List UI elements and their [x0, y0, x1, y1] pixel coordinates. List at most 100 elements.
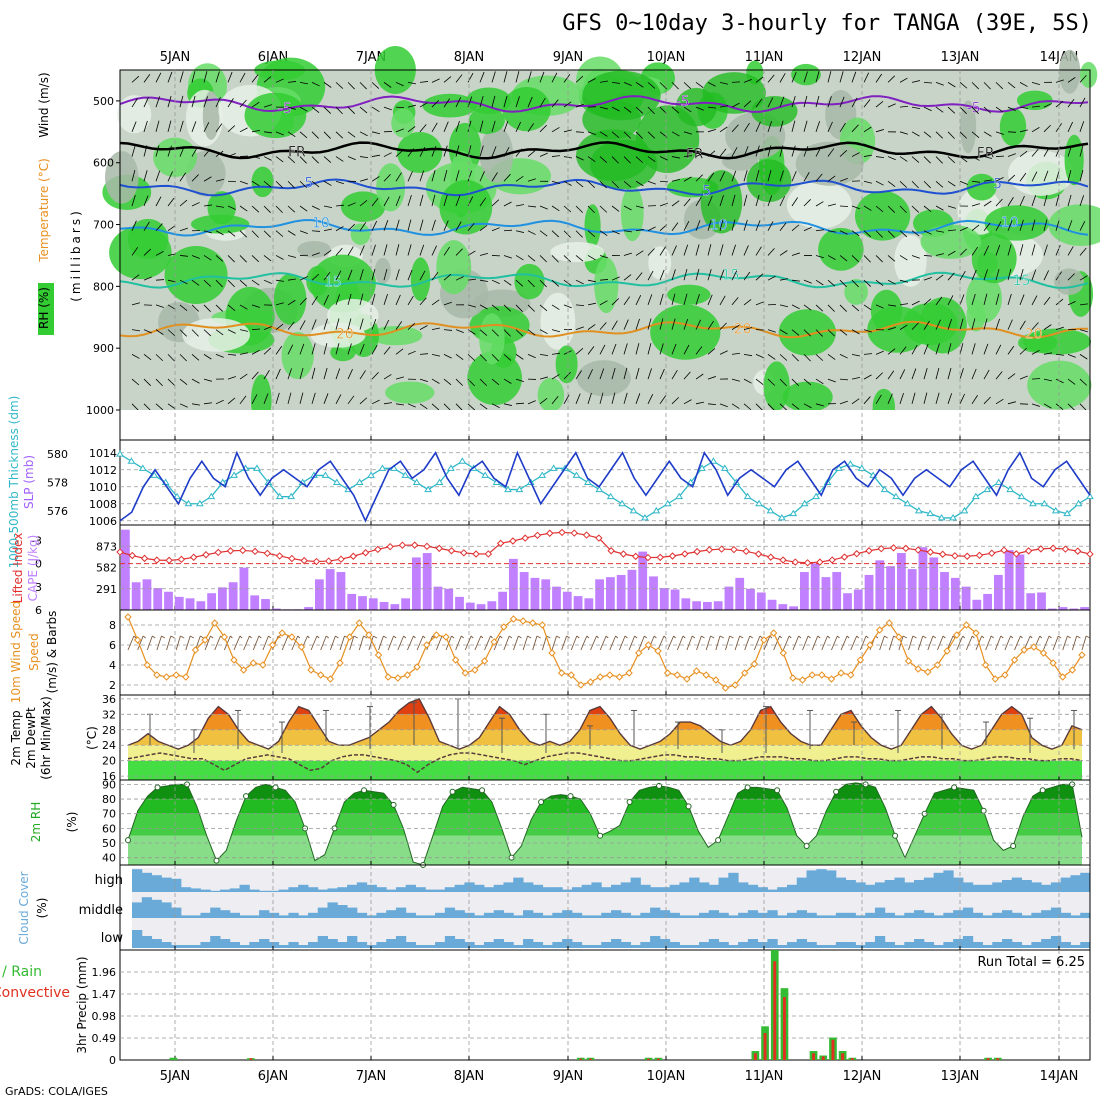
date-label-bottom-8: 13JAN [941, 1069, 980, 1084]
upper-wind-barb [743, 170, 748, 182]
upper-wind-barb [911, 106, 921, 110]
upper-wind-barb [419, 81, 429, 83]
upper-wind-barb [383, 402, 393, 405]
wind-tick-label-2: 6 [109, 639, 116, 652]
upper-wind-barb [503, 147, 510, 157]
upper-wind-barb [707, 269, 712, 281]
upper-wind-barb [1055, 100, 1064, 108]
upper-wind-barb [671, 293, 676, 306]
wind-point-4 [162, 673, 171, 681]
cloud-bar-0-24 [366, 884, 377, 892]
upper-wind-barb [575, 180, 584, 188]
date-label-bottom-4: 9JAN [553, 1069, 584, 1084]
cloud-bar-1-57 [689, 915, 700, 918]
upper-wind-barb [503, 229, 513, 232]
thickness-point-58 [777, 513, 786, 521]
upper-wind-barb [587, 392, 592, 404]
contour-label-3-0: 10 [312, 216, 330, 232]
upper-wind-barb [839, 378, 849, 381]
upper-wind-barb [839, 329, 848, 336]
upper-wind-barb [227, 153, 236, 157]
cloud-bar-2-63 [747, 939, 759, 948]
upper-wind-barb [683, 82, 692, 89]
upper-wind-barb [467, 354, 476, 361]
upper-wind-barb [395, 195, 401, 207]
cloud-bar-2-41 [532, 942, 544, 948]
upper-wind-barb [1055, 378, 1064, 384]
cloud-bar-1-93 [1041, 910, 1052, 918]
upper-wind-barb [539, 124, 547, 133]
upper-wind-barb [215, 71, 220, 83]
upper-wind-barb [683, 106, 692, 113]
cloud-bar-0-20 [327, 888, 338, 892]
cloud-level-low: low [101, 931, 124, 946]
upper-wind-barb [1079, 378, 1088, 386]
rh-patch [867, 306, 928, 353]
cloud-bar-1-86 [972, 912, 983, 918]
upper-wind-barb [1031, 195, 1037, 207]
li-point-22 [386, 542, 394, 551]
upper-wind-barb [1019, 150, 1028, 157]
upper-wind-barb [719, 171, 726, 182]
wind-point-19 [307, 666, 315, 674]
wind-point-47 [577, 681, 585, 689]
wind-barb-flag-41 [527, 635, 532, 639]
upper-wind-barb [191, 95, 196, 108]
upper-wind-barb [743, 78, 752, 83]
cloud-bar-0-13 [259, 890, 270, 892]
upper-wind-barb [839, 400, 848, 405]
wind-point-86 [953, 631, 961, 639]
cloud-bar-1-48 [601, 912, 612, 918]
upper-wind-barb [443, 76, 452, 83]
cloud-bar-2-54 [659, 939, 671, 948]
cloud-bar-1-71 [826, 915, 837, 918]
rh-patch [369, 325, 423, 346]
cloud-bar-2-3 [161, 942, 172, 948]
upper-wind-barb [407, 126, 416, 133]
wind-tick-label-1: 4 [109, 659, 116, 672]
cloud-bar-2-57 [689, 945, 700, 948]
cloud-bar-1-8 [210, 907, 221, 918]
upper-wind-barb [863, 279, 872, 287]
upper-wind-barb [479, 329, 488, 336]
rh-patch [202, 91, 220, 140]
cloud-bar-2-52 [640, 942, 651, 948]
upper-wind-barb [179, 120, 184, 132]
cloud-bar-2-24 [366, 945, 377, 948]
wind-barb-64 [744, 635, 751, 651]
wind-barb-flag-50 [615, 635, 619, 639]
thickness-point-80 [1029, 499, 1037, 507]
date-label-bottom-2: 7JAN [356, 1069, 387, 1084]
upper-wind-barb [623, 392, 628, 404]
wind-barb-flag-73 [836, 635, 840, 639]
upper-wind-barb [983, 200, 992, 207]
cape-bar-65 [821, 577, 831, 610]
upper-wind-barb [371, 220, 378, 231]
upper-wind-barb [371, 82, 380, 89]
upper-wind-barb [635, 205, 644, 209]
wind-barb-28 [397, 635, 405, 651]
upper-wind-barb [239, 205, 248, 212]
upper-wind-barb [383, 294, 388, 306]
upper-wind-barb [851, 376, 861, 380]
upper-wind-barb [863, 72, 870, 83]
upper-wind-barb [1043, 403, 1052, 409]
wind-point-51 [615, 673, 624, 681]
upper-wind-barb [563, 129, 572, 133]
wind-barb-95 [1043, 635, 1050, 651]
wind-barb-flag-29 [413, 635, 416, 639]
upper-wind-barb [131, 378, 140, 386]
upper-wind-barb [191, 354, 200, 361]
temp-unit: (°C) [85, 726, 99, 750]
cloud-bar-1-23 [356, 912, 368, 918]
rh-patch [576, 360, 631, 397]
upper-wind-barb [527, 230, 536, 235]
upper-wind-barb [335, 180, 344, 185]
thick-tick-label-2: 580 [47, 448, 68, 461]
precip-tick-label-3: 1.47 [92, 988, 117, 1001]
cape-bar-37 [519, 572, 529, 610]
upper-wind-barb [143, 195, 149, 207]
upper-wind-barb [359, 245, 365, 256]
upper-wind-barb [995, 131, 1004, 135]
